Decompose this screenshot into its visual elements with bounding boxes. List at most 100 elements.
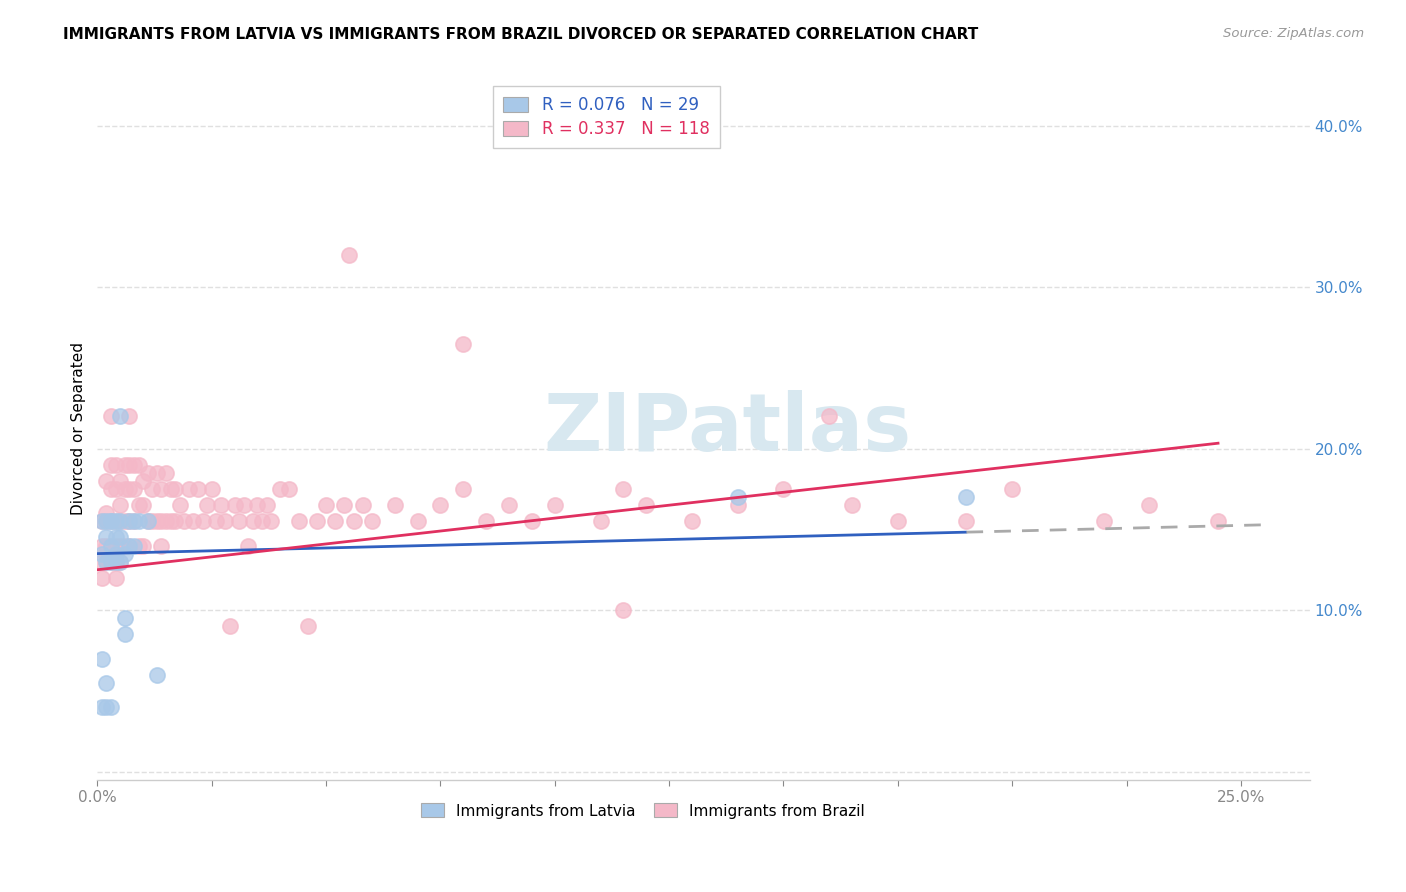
Point	[100, 539, 122, 553]
Point	[177, 482, 200, 496]
Point	[520, 514, 543, 528]
Point	[100, 514, 122, 528]
Point	[104, 458, 127, 472]
Point	[150, 514, 173, 528]
Point	[110, 409, 132, 424]
Point	[150, 482, 173, 496]
Point	[219, 619, 242, 633]
Point	[96, 700, 118, 714]
Point	[232, 498, 254, 512]
Point	[122, 514, 145, 528]
Point	[475, 514, 498, 528]
Point	[305, 514, 328, 528]
Point	[100, 555, 122, 569]
Point	[772, 482, 794, 496]
Point	[104, 539, 127, 553]
Point	[128, 514, 150, 528]
Point	[214, 514, 236, 528]
Point	[114, 547, 136, 561]
Point	[100, 539, 122, 553]
Point	[96, 555, 118, 569]
Point	[146, 667, 169, 681]
Point	[406, 514, 429, 528]
Point	[727, 498, 749, 512]
Point	[146, 466, 169, 480]
Point	[352, 498, 374, 512]
Point	[209, 498, 232, 512]
Point	[114, 482, 136, 496]
Point	[110, 531, 132, 545]
Point	[110, 514, 132, 528]
Point	[165, 482, 187, 496]
Point	[118, 539, 141, 553]
Point	[104, 547, 127, 561]
Point	[183, 514, 205, 528]
Point	[238, 539, 260, 553]
Point	[110, 555, 132, 569]
Point	[96, 506, 118, 520]
Point	[90, 571, 112, 585]
Point	[297, 619, 319, 633]
Point	[384, 498, 406, 512]
Point	[114, 627, 136, 641]
Point	[955, 490, 977, 504]
Point	[136, 514, 159, 528]
Point	[118, 539, 141, 553]
Point	[887, 514, 910, 528]
Point	[1139, 498, 1161, 512]
Point	[256, 498, 278, 512]
Point	[118, 409, 141, 424]
Point	[100, 482, 122, 496]
Point	[90, 700, 112, 714]
Point	[90, 555, 112, 569]
Point	[159, 482, 181, 496]
Point	[104, 514, 127, 528]
Y-axis label: Divorced or Separated: Divorced or Separated	[72, 342, 86, 515]
Point	[150, 539, 173, 553]
Point	[337, 248, 360, 262]
Point	[612, 482, 634, 496]
Point	[132, 539, 155, 553]
Point	[122, 482, 145, 496]
Point	[636, 498, 658, 512]
Point	[114, 539, 136, 553]
Point	[141, 514, 163, 528]
Point	[818, 409, 841, 424]
Point	[1001, 482, 1024, 496]
Point	[114, 458, 136, 472]
Text: IMMIGRANTS FROM LATVIA VS IMMIGRANTS FROM BRAZIL DIVORCED OR SEPARATED CORRELATI: IMMIGRANTS FROM LATVIA VS IMMIGRANTS FRO…	[63, 27, 979, 42]
Point	[287, 514, 309, 528]
Point	[110, 498, 132, 512]
Point	[96, 531, 118, 545]
Point	[955, 514, 977, 528]
Point	[360, 514, 382, 528]
Point	[104, 555, 127, 569]
Point	[453, 336, 475, 351]
Point	[195, 498, 218, 512]
Point	[191, 514, 214, 528]
Point	[90, 514, 112, 528]
Point	[128, 458, 150, 472]
Point	[187, 482, 209, 496]
Point	[1206, 514, 1229, 528]
Point	[681, 514, 703, 528]
Point	[122, 458, 145, 472]
Point	[128, 498, 150, 512]
Point	[104, 555, 127, 569]
Point	[90, 539, 112, 553]
Point	[100, 514, 122, 528]
Point	[122, 539, 145, 553]
Point	[841, 498, 863, 512]
Point	[323, 514, 346, 528]
Point	[104, 482, 127, 496]
Point	[205, 514, 228, 528]
Point	[110, 539, 132, 553]
Point	[104, 531, 127, 545]
Point	[132, 474, 155, 488]
Point	[100, 458, 122, 472]
Point	[136, 466, 159, 480]
Point	[278, 482, 301, 496]
Point	[141, 482, 163, 496]
Point	[118, 514, 141, 528]
Point	[429, 498, 451, 512]
